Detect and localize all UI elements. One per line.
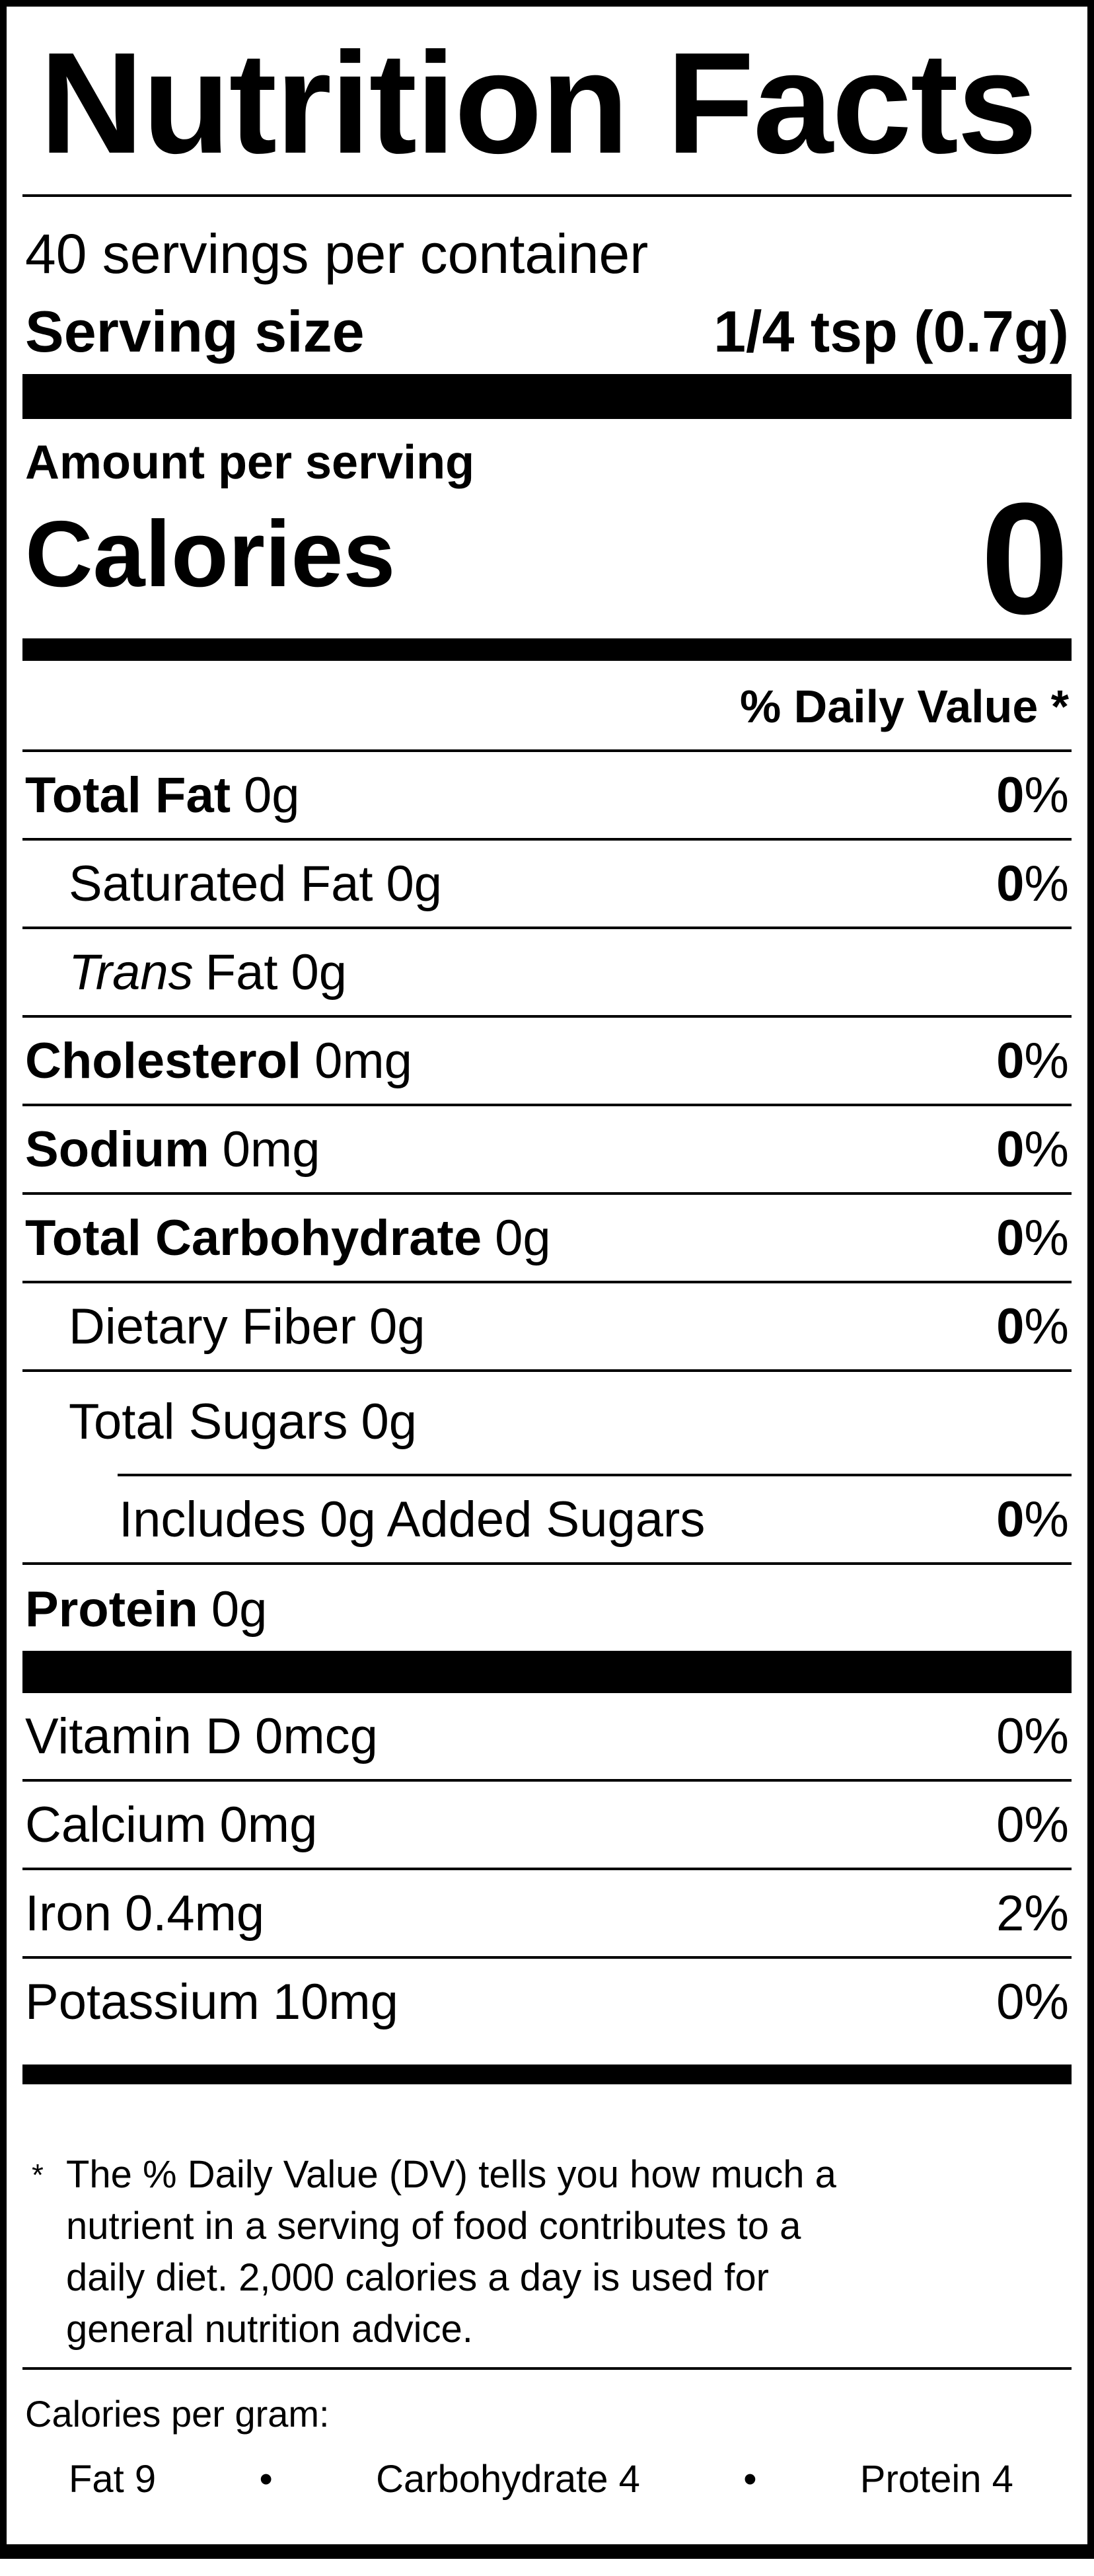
nutrient-row-cholesterol: Cholesterol 0mg 0% (22, 1018, 1072, 1104)
nutrient-name-italic: Trans (69, 944, 194, 1001)
nutrient-amount: 0g (495, 1210, 551, 1266)
thick-bar-top (22, 374, 1072, 419)
cpg-item-carbohydrate: Carbohydrate 4 (376, 2458, 640, 2501)
calories-row: Calories 0 (22, 470, 1072, 647)
nutrient-dv: 0% (996, 1033, 1069, 1089)
vitamin-name: Vitamin D (25, 1708, 242, 1764)
row-rule (22, 1015, 1072, 1018)
nutrient-amount: 0g (211, 1581, 268, 1638)
nutrient-amount: 0g (291, 944, 347, 1001)
footnote-asterisk: * (32, 2158, 44, 2192)
medium-bar-calories (22, 638, 1072, 661)
nutrient-name: Includes 0g Added Sugars (119, 1492, 706, 1548)
vitamin-row-calcium: Calcium 0mg 0% (22, 1782, 1072, 1868)
nutrient-row-total-sugars: Total Sugars 0g (22, 1372, 1072, 1474)
nutrient-dv: 0% (996, 767, 1069, 823)
vitamin-amount: 0mcg (255, 1708, 378, 1764)
daily-value-header: % Daily Value * (739, 681, 1069, 732)
nutrient-dv: 0% (996, 856, 1069, 912)
nutrient-name: Total Fat (25, 767, 231, 823)
nutrient-dv: 0% (996, 1299, 1069, 1355)
row-rule (22, 838, 1072, 841)
calories-per-gram-row: Fat 9 • Carbohydrate 4 • Protein 4 (22, 2458, 1072, 2501)
row-rule (22, 1192, 1072, 1195)
nutrient-amount: 0g (244, 767, 300, 823)
vitamin-dv: 0% (996, 1974, 1069, 2030)
servings-per-container-text: 40 servings per container (25, 223, 649, 285)
footnote-line: daily diet. 2,000 calories a day is used… (66, 2256, 769, 2299)
nutrient-amount: 0mg (222, 1121, 320, 1178)
vitamin-name: Potassium (25, 1974, 260, 2030)
footnote-text: The % Daily Value (DV) tells you how muc… (66, 2149, 836, 2355)
nutrient-name: Saturated Fat (69, 856, 373, 912)
nutrient-row-sodium: Sodium 0mg 0% (22, 1106, 1072, 1192)
footnote-line: nutrient in a serving of food contribute… (66, 2205, 801, 2248)
vitamin-row-potassium: Potassium 10mg 0% (22, 1959, 1072, 2045)
nutrient-row-dietary-fiber: Dietary Fiber 0g 0% (22, 1283, 1072, 1369)
nutrient-name: Dietary Fiber (69, 1299, 356, 1355)
calories-per-gram-label: Calories per gram: (25, 2393, 330, 2435)
nutrient-name: Sodium (25, 1121, 209, 1178)
nutrient-amount: 0g (386, 856, 443, 912)
vitamin-name: Iron (25, 1885, 112, 1942)
row-rule (22, 1104, 1072, 1106)
footnote: * The % Daily Value (DV) tells you how m… (22, 2084, 1072, 2367)
vitamin-dv: 0% (996, 1708, 1069, 1764)
cpg-item-fat: Fat 9 (69, 2458, 157, 2501)
vitamin-name: Calcium (25, 1797, 207, 1853)
vitamin-row-vitamin-d: Vitamin D 0mcg 0% (22, 1693, 1072, 1779)
footnote-line: The % Daily Value (DV) tells you how muc… (66, 2153, 836, 2196)
footnote-line: general nutrition advice. (66, 2308, 473, 2351)
nutrient-dv: 0% (996, 1210, 1069, 1266)
nutrient-row-total-carbohydrate: Total Carbohydrate 0g 0% (22, 1195, 1072, 1281)
nutrient-name: Protein (25, 1581, 198, 1638)
vitamin-row-iron: Iron 0.4mg 2% (22, 1870, 1072, 1956)
bullet-separator: • (743, 2458, 757, 2501)
nutrient-name: Fat (205, 944, 278, 1001)
row-rule (22, 1779, 1072, 1782)
vitamin-amount: 0mg (219, 1797, 318, 1853)
vitamin-dv: 0% (996, 1797, 1069, 1853)
nutrient-row-total-fat: Total Fat 0g 0% (22, 752, 1072, 838)
nutrient-name: Total Sugars (69, 1394, 348, 1450)
nutrient-dv: 0% (996, 1492, 1069, 1548)
label-title: Nutrition Facts (40, 23, 1037, 184)
cpg-item-protein: Protein 4 (859, 2458, 1013, 2501)
vitamin-dv: 2% (996, 1885, 1069, 1942)
row-rule (22, 1369, 1072, 1372)
thick-bar-vitamins (22, 1651, 1072, 1693)
medium-bar-footnote (22, 2065, 1072, 2084)
daily-value-rule (22, 749, 1072, 752)
title-rule (22, 194, 1072, 197)
row-rule (22, 1562, 1072, 1565)
nutrient-amount: 0mg (314, 1033, 412, 1089)
nutrient-row-added-sugars: Includes 0g Added Sugars 0% (22, 1476, 1072, 1562)
nutrient-name: Total Carbohydrate (25, 1210, 482, 1266)
nutrient-row-trans-fat: Trans Fat 0g (22, 929, 1072, 1015)
row-rule (22, 1956, 1072, 1959)
row-rule (22, 1868, 1072, 1870)
nutrient-dv: 0% (996, 1121, 1069, 1178)
nutrient-name: Cholesterol (25, 1033, 302, 1089)
row-rule (22, 1281, 1072, 1283)
nutrient-row-saturated-fat: Saturated Fat 0g 0% (22, 841, 1072, 927)
serving-size-label: Serving size (25, 299, 365, 364)
nutrient-row-protein: Protein 0g (22, 1565, 1072, 1651)
nutrient-amount: 0g (361, 1394, 417, 1450)
vitamin-amount: 0.4mg (124, 1885, 265, 1942)
nutrient-amount: 0g (369, 1299, 425, 1355)
serving-size-value: 1/4 tsp (0.7g) (713, 299, 1069, 364)
bullet-separator: • (259, 2458, 273, 2501)
footnote-rule (22, 2367, 1072, 2370)
calories-value: 0 (980, 470, 1069, 647)
serving-size-row: Serving size 1/4 tsp (0.7g) (22, 284, 1072, 374)
vitamin-amount: 10mg (272, 1974, 398, 2030)
calories-label: Calories (25, 502, 396, 607)
amount-per-serving-label: Amount per serving (25, 436, 475, 489)
row-rule (22, 927, 1072, 929)
indented-rule (118, 1474, 1072, 1476)
